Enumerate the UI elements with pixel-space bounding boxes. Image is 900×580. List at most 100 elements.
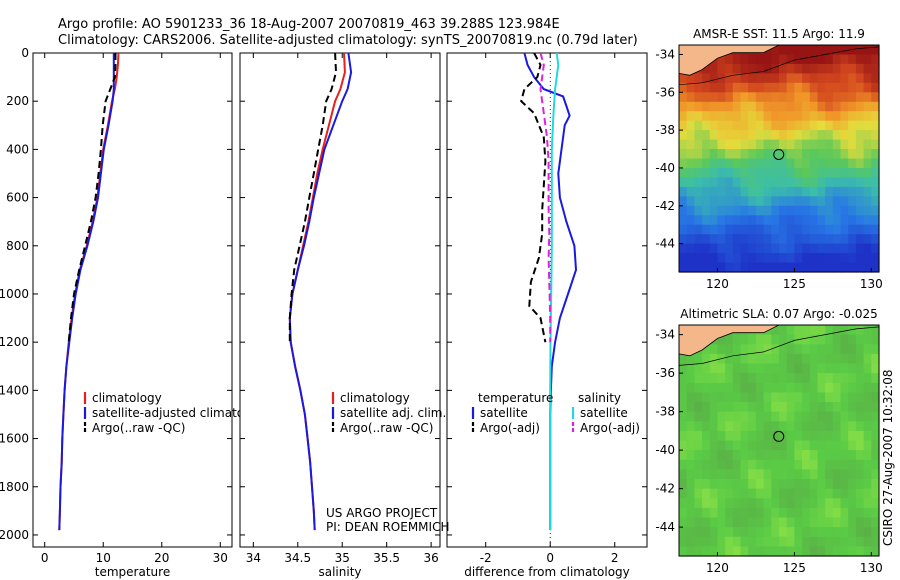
map-cell [863,402,872,413]
map-cell [709,421,719,432]
map-cell [817,411,826,422]
map-cell [855,158,865,169]
map-cell [679,373,688,384]
map-cell [848,139,857,150]
map-cell [709,450,719,461]
map-cell [763,450,772,461]
map-cell [709,186,719,197]
map-cell [755,363,765,374]
map-cell [686,363,695,374]
series-line-argo-raw-qc- [288,52,338,343]
map-cell [771,243,780,254]
map-cell [740,186,749,197]
map-cell [825,392,834,403]
map-cell [779,392,788,403]
map-cell [871,158,880,169]
map-cell [871,120,880,131]
map-cell [848,430,857,442]
map-cell [840,63,849,74]
series-line-satellite-adjusted-climatology [58,53,115,531]
map-cell [871,459,880,470]
map-cell [709,527,719,538]
map-cell [709,411,719,422]
map-cell [817,527,826,538]
map-cell [686,215,695,226]
map-cell [717,149,726,160]
map-cell [725,130,734,141]
map-cell [686,430,695,442]
map-cell [771,382,780,393]
map-cell [709,92,719,103]
map-cell [786,139,795,150]
map-cell [825,450,834,461]
map-cell [732,101,742,112]
map-cell [686,507,695,519]
map-cell [732,111,742,122]
map-cell [679,421,688,432]
map-cell [755,120,765,131]
map-cell [679,527,688,538]
map-cell [871,82,880,93]
map-cell [679,546,688,557]
map-cell [840,469,849,480]
map-cell [840,196,849,207]
map-cell [802,546,811,557]
x-tick-label: 120 [706,561,729,575]
map-cell [840,120,849,131]
map-cell [871,421,880,432]
map-cell [848,488,857,499]
map-cell [809,469,819,480]
map-cell [871,479,880,490]
map-cell [763,101,772,112]
map-cell [794,158,803,169]
map-cell [855,459,865,470]
map-cell [832,111,842,122]
map-cell [840,139,849,150]
map-cell [771,224,780,235]
map-cell [748,196,757,207]
map-cell [702,243,711,254]
map-cell [871,382,880,393]
map-cell [763,411,772,422]
map-cell [779,353,788,365]
y-tick-label: 1000 [0,287,29,301]
map-cell [717,205,726,216]
map-cell [725,158,734,169]
map-cell [832,527,842,538]
map-cell [694,430,703,442]
map-cell [802,469,811,480]
map-cell [732,421,742,432]
map-cell [717,63,726,74]
map-cell [855,334,865,345]
map-cell [786,363,795,374]
map-cell [755,92,765,103]
map-cell [763,363,772,374]
map-cell [802,373,811,384]
map-cell [832,440,842,451]
map-cell [709,73,719,84]
map-cell [809,45,819,56]
map-cell [817,450,826,461]
map-cell [748,243,757,254]
map-cell [748,149,757,160]
map-cell [848,459,857,470]
map-cell [755,243,765,254]
map-cell [686,488,695,499]
map-cell [694,507,703,519]
map-cell [848,353,857,365]
map-cell [779,430,788,442]
plot-frame [32,52,233,548]
map-cell [702,363,711,374]
map-cell [840,253,849,264]
map-cell [802,54,811,65]
map-cell [725,411,734,422]
map-cell [717,363,726,374]
map-cell [825,507,834,519]
map-cell [786,373,795,384]
map-cell [686,498,695,509]
map-cell [717,488,726,499]
sst-map-panel: AMSR-E SST: 11.5 Argo: 11.9 120 125 130 -34 -… [655,27,882,291]
map-cell [732,205,742,216]
map-cell [717,507,726,519]
map-cell [779,111,788,122]
